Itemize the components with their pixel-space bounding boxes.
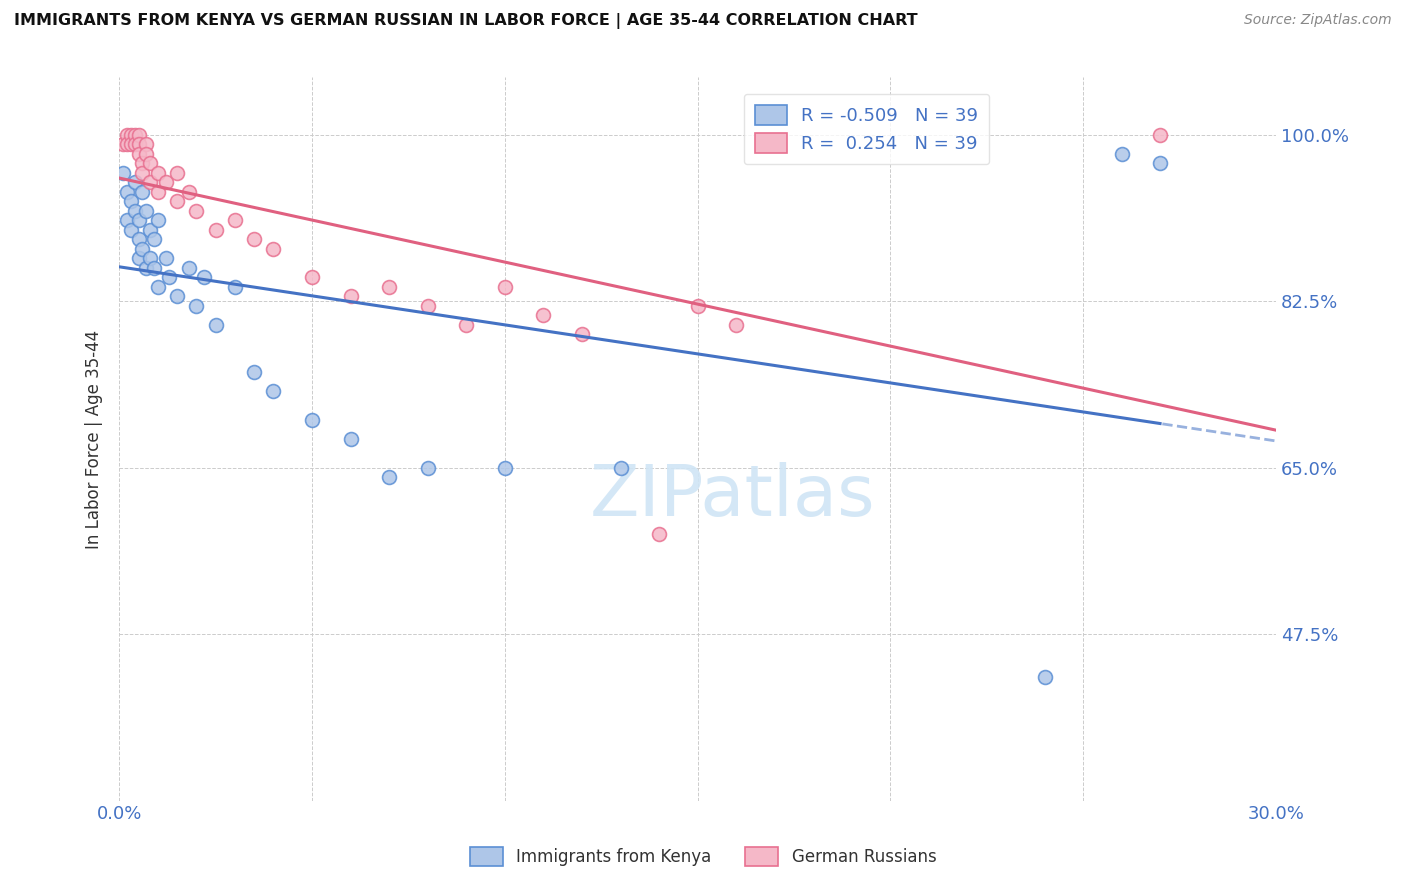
Point <box>115 213 138 227</box>
Point <box>243 366 266 380</box>
Point <box>131 156 153 170</box>
Point <box>193 270 215 285</box>
Point <box>301 270 323 285</box>
Point <box>378 280 401 294</box>
Point <box>135 136 157 151</box>
Point <box>177 185 200 199</box>
Point <box>339 289 361 303</box>
Point <box>146 280 169 294</box>
Point <box>494 280 516 294</box>
Point <box>143 260 166 275</box>
Text: IMMIGRANTS FROM KENYA VS GERMAN RUSSIAN IN LABOR FORCE | AGE 35-44 CORRELATION C: IMMIGRANTS FROM KENYA VS GERMAN RUSSIAN … <box>14 13 918 29</box>
Point <box>112 136 135 151</box>
Point <box>128 136 150 151</box>
Point <box>124 128 146 142</box>
Point <box>1111 146 1133 161</box>
Point <box>120 194 142 208</box>
Point <box>131 185 153 199</box>
Point <box>301 413 323 427</box>
Point <box>456 318 478 332</box>
Point <box>155 175 177 189</box>
Point <box>131 242 153 256</box>
Point <box>112 165 135 179</box>
Point <box>128 213 150 227</box>
Point <box>186 299 208 313</box>
Point <box>120 128 142 142</box>
Point <box>224 213 246 227</box>
Point <box>1149 156 1171 170</box>
Point <box>135 203 157 218</box>
Point <box>263 242 285 256</box>
Point <box>416 299 439 313</box>
Point <box>339 432 361 446</box>
Point <box>166 165 188 179</box>
Point <box>378 470 401 484</box>
Point <box>648 527 671 541</box>
Point <box>139 175 162 189</box>
Point <box>1149 128 1171 142</box>
Point <box>416 460 439 475</box>
Point <box>124 136 146 151</box>
Point <box>157 270 180 285</box>
Point <box>131 165 153 179</box>
Point <box>166 194 188 208</box>
Point <box>155 252 177 266</box>
Point <box>146 165 169 179</box>
Point <box>166 289 188 303</box>
Point <box>146 185 169 199</box>
Y-axis label: In Labor Force | Age 35-44: In Labor Force | Age 35-44 <box>86 329 103 549</box>
Point <box>494 460 516 475</box>
Point <box>1033 670 1056 684</box>
Point <box>204 222 226 236</box>
Point <box>571 327 593 342</box>
Point <box>204 318 226 332</box>
Point <box>146 213 169 227</box>
Point <box>115 136 138 151</box>
Legend: Immigrants from Kenya, German Russians: Immigrants from Kenya, German Russians <box>461 838 945 875</box>
Point <box>186 203 208 218</box>
Point <box>128 232 150 246</box>
Point <box>139 222 162 236</box>
Point <box>124 203 146 218</box>
Point <box>135 260 157 275</box>
Point <box>243 232 266 246</box>
Text: ZIPatlas: ZIPatlas <box>589 462 875 532</box>
Point <box>725 318 748 332</box>
Point <box>128 146 150 161</box>
Point <box>120 136 142 151</box>
Point <box>139 156 162 170</box>
Point <box>143 232 166 246</box>
Point <box>609 460 631 475</box>
Point <box>177 260 200 275</box>
Point <box>139 252 162 266</box>
Point <box>124 175 146 189</box>
Point <box>115 128 138 142</box>
Point <box>263 384 285 399</box>
Point <box>135 146 157 161</box>
Point <box>224 280 246 294</box>
Point <box>531 309 554 323</box>
Point <box>128 128 150 142</box>
Point <box>128 252 150 266</box>
Point <box>686 299 709 313</box>
Text: Source: ZipAtlas.com: Source: ZipAtlas.com <box>1244 13 1392 28</box>
Point <box>120 222 142 236</box>
Legend: R = -0.509   N = 39, R =  0.254   N = 39: R = -0.509 N = 39, R = 0.254 N = 39 <box>744 94 990 164</box>
Point <box>115 185 138 199</box>
